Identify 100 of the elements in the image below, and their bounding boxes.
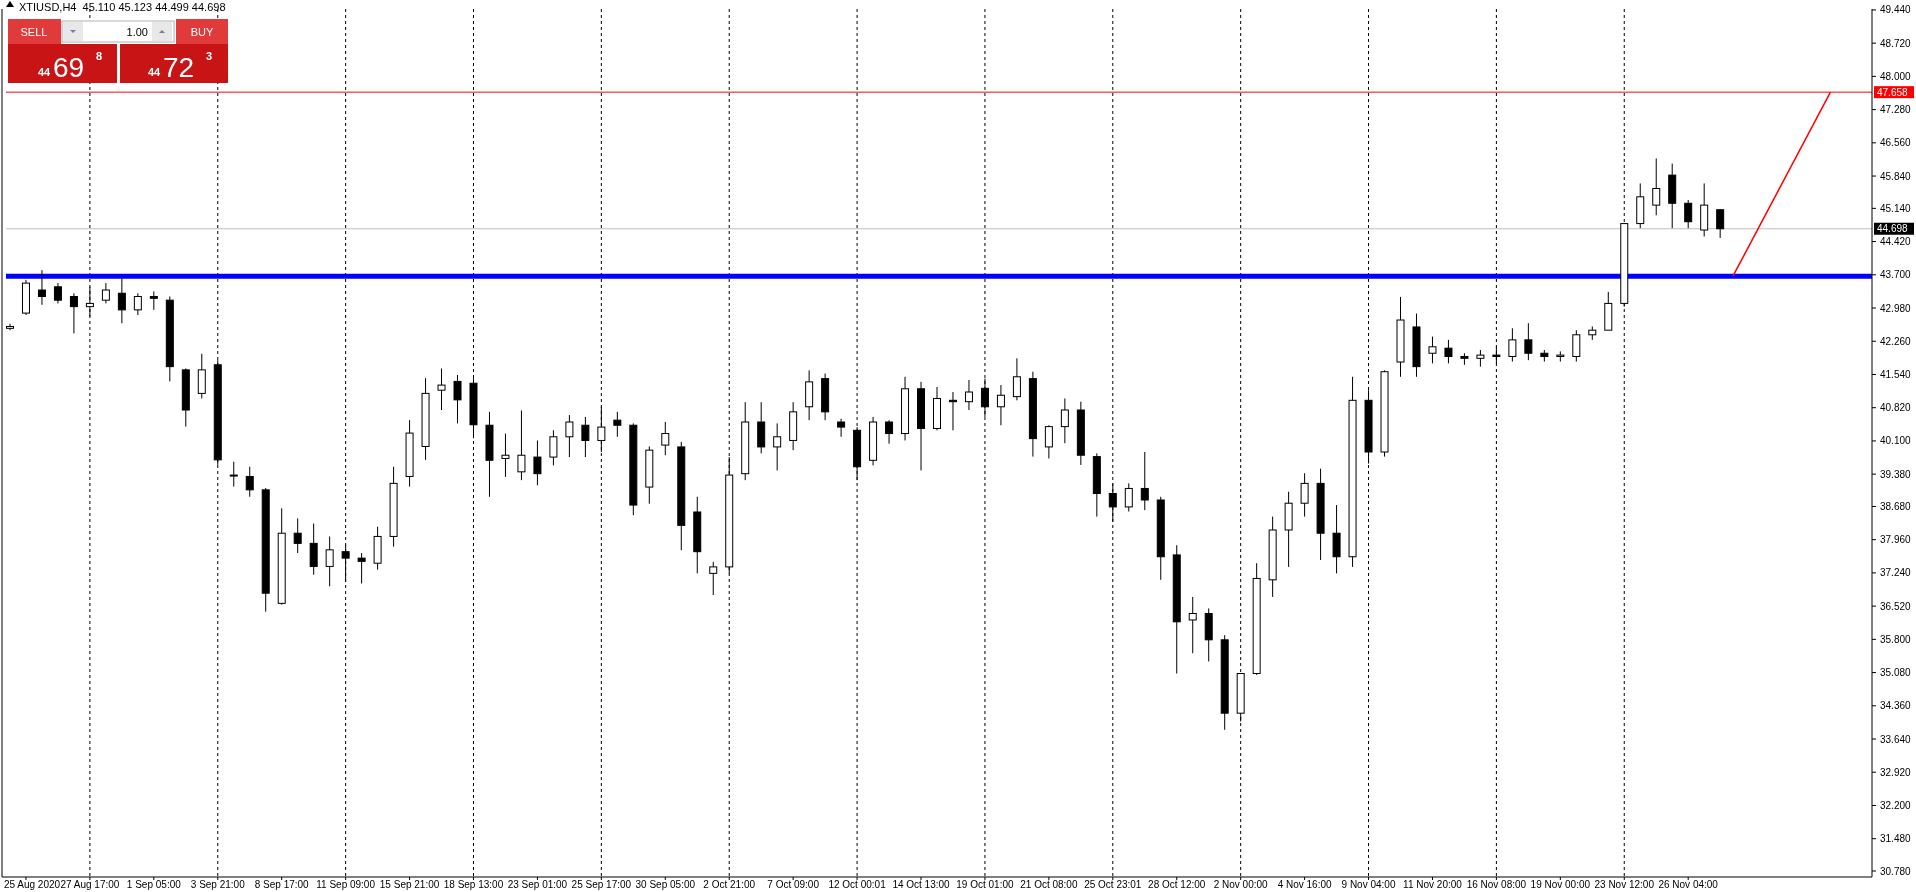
candlestick [1652, 158, 1661, 216]
candlestick [1060, 397, 1069, 444]
candlestick [1108, 482, 1117, 523]
y-tick-label: 37.960 [1880, 534, 1912, 546]
candlestick [357, 552, 366, 585]
y-tick-label: 44.420 [1880, 236, 1912, 248]
y-tick-label: 47.280 [1880, 104, 1912, 116]
candlestick [613, 411, 622, 438]
candlestick [661, 421, 670, 456]
candlestick [501, 433, 510, 478]
y-tick-label: 37.240 [1880, 567, 1912, 579]
y-tick-label: 40.100 [1880, 435, 1912, 447]
x-tick-label: 30 Sep 05:00 [635, 879, 696, 890]
candlestick [293, 517, 302, 554]
candlestick [197, 353, 206, 399]
candlestick [149, 290, 158, 311]
y-tick-label: 45.840 [1880, 170, 1912, 182]
annotation: 44 [148, 66, 162, 78]
candlestick [517, 409, 526, 481]
x-tick-label: 19 Nov 00:00 [1530, 879, 1591, 890]
y-tick-label: 36.520 [1880, 600, 1912, 612]
x-tick-label: 19 Oct 01:00 [956, 879, 1015, 890]
candlestick [5, 323, 14, 331]
y-tick-label: 31.480 [1880, 833, 1912, 845]
candlestick [1300, 472, 1309, 518]
candlestick [533, 439, 542, 486]
candlestick [437, 367, 446, 411]
x-tick-label: 25 Aug 2020 [3, 879, 61, 890]
ref-line-label: 44.698 [1877, 223, 1909, 235]
x-tick-label: 27 Aug 17:00 [60, 879, 120, 890]
y-tick-label: 39.380 [1880, 468, 1912, 480]
candlestick [1508, 327, 1517, 363]
candlestick [885, 419, 894, 445]
candlestick [1524, 322, 1533, 361]
x-tick-label: 8 Sep 17:00 [254, 879, 310, 890]
annotation: SELL [20, 26, 48, 38]
y-tick-label: 33.640 [1880, 733, 1912, 745]
candlestick [69, 292, 78, 334]
candlestick [1684, 199, 1693, 229]
x-tick-label: 26 Nov 04:00 [1658, 879, 1719, 890]
candlestick [101, 282, 110, 304]
candlestick [1444, 339, 1453, 364]
chart-title: XTIUSD,H4 45.110 45.123 44.499 44.698 [19, 1, 226, 13]
candlestick [996, 384, 1005, 426]
x-tick-label: 21 Oct 08:00 [1020, 879, 1078, 890]
candlestick [837, 418, 846, 438]
candlestick [53, 282, 62, 304]
y-tick-label: 40.820 [1880, 402, 1912, 414]
y-tick-label: 43.700 [1880, 269, 1912, 281]
x-tick-label: 4 Nov 16:00 [1277, 879, 1332, 890]
y-tick-label: 42.980 [1880, 302, 1912, 314]
annotation: BUY [190, 26, 214, 38]
candlestick [1332, 504, 1341, 574]
x-tick-label: 9 Nov 04:00 [1341, 879, 1396, 890]
x-tick-label: 15 Sep 21:00 [379, 879, 440, 890]
annotation: 44 [38, 66, 52, 78]
x-tick-label: 2 Oct 21:00 [703, 879, 756, 890]
candlestick [1012, 357, 1021, 401]
annotation: 1.00 [126, 26, 148, 38]
x-tick-label: 14 Oct 13:00 [892, 879, 951, 890]
x-tick-label: 25 Sep 17:00 [571, 879, 632, 890]
annotation: 3 [206, 50, 213, 62]
x-tick-label: 7 Oct 09:00 [767, 879, 820, 890]
x-tick-label: 3 Sep 21:00 [190, 879, 246, 890]
candlestick [773, 422, 782, 471]
x-tick-label: 23 Nov 12:00 [1594, 879, 1655, 890]
y-tick-label: 30.780 [1880, 865, 1912, 877]
y-tick-label: 48.720 [1880, 37, 1912, 49]
x-tick-label: 11 Sep 09:00 [316, 879, 376, 890]
candlestick [1572, 329, 1581, 363]
candlestick [581, 416, 590, 458]
y-tick-label: 41.540 [1880, 368, 1912, 380]
x-tick-label: 18 Sep 13:00 [443, 879, 504, 890]
y-tick-label: 32.920 [1880, 766, 1912, 778]
candlestick [325, 535, 334, 587]
y-tick-label: 38.680 [1880, 500, 1912, 512]
y-tick-label: 45.140 [1880, 202, 1912, 214]
candlestick [37, 269, 46, 306]
y-tick-label: 48.000 [1880, 70, 1912, 82]
candlestick [1044, 424, 1053, 459]
annotation: 8 [96, 50, 103, 62]
ref-line-label: 47.658 [1877, 86, 1909, 98]
y-tick-label: 46.560 [1880, 137, 1912, 149]
candlestick [1140, 451, 1149, 511]
x-tick-label: 23 Sep 01:00 [507, 879, 568, 890]
candlestick [117, 277, 126, 324]
candlestick [964, 379, 973, 411]
candlestick [1188, 596, 1197, 654]
y-tick-label: 49.440 [1880, 4, 1912, 16]
y-tick-label: 42.260 [1880, 335, 1912, 347]
x-tick-label: 28 Oct 12:00 [1148, 879, 1206, 890]
annotation: 69 [53, 52, 85, 83]
candlestick [453, 374, 462, 424]
candlestick [1124, 482, 1133, 513]
candlestick [1716, 208, 1725, 239]
candlestick [1428, 336, 1437, 364]
x-tick-label: 1 Sep 05:00 [126, 879, 182, 890]
x-tick-label: 2 Nov 00:00 [1213, 879, 1269, 890]
y-tick-label: 32.200 [1880, 799, 1912, 811]
x-tick-label: 16 Nov 08:00 [1466, 879, 1527, 890]
